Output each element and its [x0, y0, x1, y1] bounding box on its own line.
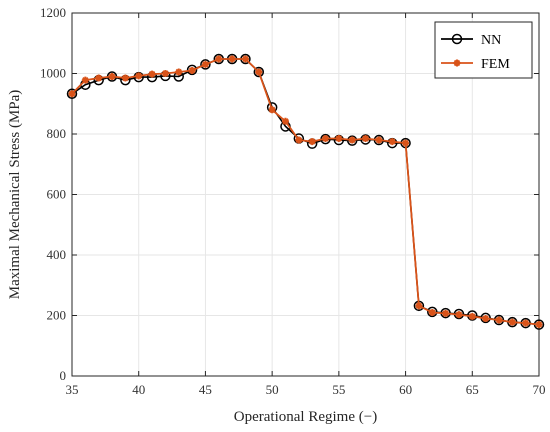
- fem-point-core: [296, 137, 302, 143]
- fem-point-core: [403, 140, 408, 146]
- fem-point-core: [243, 56, 248, 62]
- legend-marker: [453, 59, 461, 67]
- fem-point-core: [189, 68, 195, 73]
- fem-point-core: [536, 322, 542, 327]
- fem-point-core: [390, 139, 395, 144]
- fem-point-core: [163, 71, 168, 76]
- fem-point-core: [269, 107, 275, 113]
- fem-point-core: [96, 75, 101, 81]
- fem-point-core: [483, 316, 488, 321]
- x-tick-label: 50: [266, 382, 279, 397]
- legend-item-nn: NN: [441, 33, 501, 48]
- legend-item-fem: FEM: [441, 57, 510, 72]
- y-tick-label: 1200: [40, 5, 66, 20]
- x-tick-label: 70: [533, 382, 546, 397]
- fem-point-core: [510, 319, 515, 325]
- fem-point-core: [256, 69, 261, 75]
- fem-point-core: [336, 136, 342, 141]
- fem-point-core: [123, 75, 128, 81]
- nn-point: [427, 306, 438, 318]
- fem-point-core: [350, 137, 355, 143]
- fem-point-core: [176, 69, 181, 75]
- fem-point-core: [376, 137, 382, 143]
- fem-point-core: [443, 311, 448, 316]
- y-tick-label: 0: [60, 368, 67, 383]
- fem-point-core: [216, 56, 221, 62]
- x-tick-label: 65: [466, 382, 479, 397]
- fem-point-core: [363, 136, 368, 141]
- y-tick-label: 800: [47, 126, 67, 141]
- x-tick-label: 55: [332, 382, 345, 397]
- x-tick-label: 60: [399, 382, 412, 397]
- nn-point: [66, 88, 78, 100]
- legend: NN FEM: [434, 21, 533, 79]
- y-axis-label: Maximal Mechanical Stress (MPa): [7, 90, 23, 300]
- x-axis-label: Operational Regime (−): [234, 409, 377, 425]
- nn-point: [200, 59, 211, 70]
- x-tick-label: 35: [66, 382, 79, 397]
- legend-label: FEM: [481, 57, 510, 72]
- fem-point-core: [69, 91, 75, 96]
- axes-box: [71, 12, 540, 377]
- y-tick-label: 1000: [40, 66, 66, 81]
- nn-point: [186, 64, 198, 76]
- fem-point-core: [323, 136, 328, 141]
- nn-point: [346, 135, 358, 146]
- series-layer: [66, 53, 545, 330]
- fem-point-core: [456, 312, 462, 317]
- y-tick-label: 200: [47, 308, 67, 323]
- fem-point-core: [470, 314, 475, 319]
- fem-point-core: [136, 73, 141, 79]
- fem-point-core: [416, 303, 422, 309]
- fem-point-core: [496, 317, 502, 323]
- x-tick-label: 45: [199, 382, 212, 397]
- fem-point-core: [523, 320, 528, 326]
- fem-point-core: [83, 77, 88, 83]
- y-tick-label: 400: [47, 247, 67, 262]
- fem-point-core: [203, 62, 208, 67]
- legend-label: NN: [481, 33, 501, 48]
- y-tick-label: 600: [47, 187, 67, 202]
- fem-point-core: [430, 310, 435, 315]
- nn-point: [253, 66, 265, 78]
- x-tick-label: 40: [132, 382, 145, 397]
- fem-point-core: [309, 139, 315, 144]
- series-fem: [68, 55, 543, 329]
- fem-point-core: [229, 56, 235, 62]
- legend-box: [434, 21, 533, 79]
- axes: 35 40 45 50 55 60 65 70 0 200 400 600 800 1000 1200: [40, 5, 546, 397]
- fem-point-core: [149, 71, 155, 77]
- fem-point-core: [283, 119, 288, 124]
- fem-point-core: [109, 74, 115, 79]
- legend-marker: [451, 33, 463, 45]
